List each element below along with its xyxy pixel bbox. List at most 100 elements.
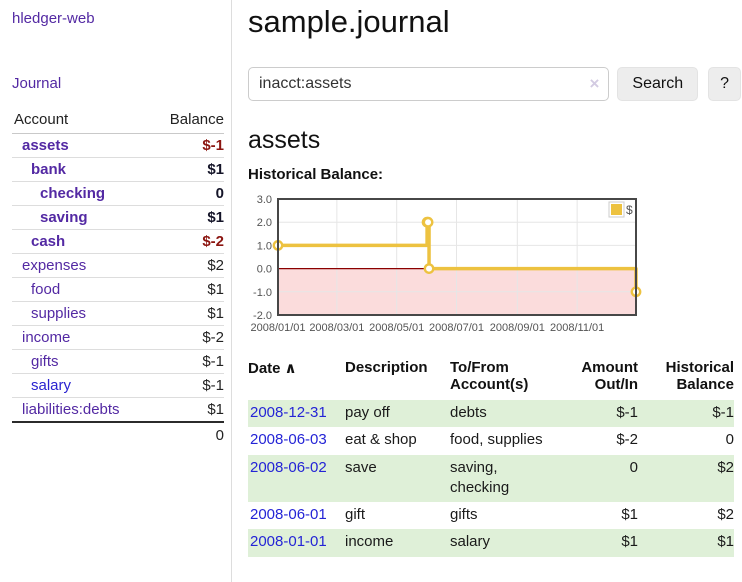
accounts-total: 0 (151, 421, 224, 448)
account-balance: $2 (151, 253, 224, 278)
x-tick-label: 2008/11/01 (550, 322, 604, 334)
register-row: 2008-06-01 gift gifts $1 $2 (248, 502, 734, 529)
description-cell: save (345, 458, 377, 476)
accounts-header-balance: Balance (151, 109, 224, 134)
description-cell: income (345, 533, 394, 551)
account-row: saving $1 (12, 205, 224, 230)
column-header-date[interactable]: Date ∧ (248, 357, 345, 400)
column-header-balance: Historical Balance (665, 359, 734, 393)
balance-cell: $2 (717, 458, 734, 476)
account-link[interactable]: income (22, 329, 71, 346)
accounts-table-body: assets $-1 bank $1 checking 0 saving $1 cash $-2 e… (12, 133, 224, 423)
transaction-date-link[interactable]: 2008-06-01 (250, 506, 327, 523)
sidebar: hledger-web Journal Account Balance asse… (0, 0, 232, 582)
account-balance: $-2 (151, 229, 224, 254)
column-header-amount: Amount Out/In (581, 359, 638, 393)
help-button[interactable]: ? (708, 67, 741, 101)
account-row: liabilities:debts $1 (12, 397, 224, 423)
balance-cell: $-1 (712, 404, 734, 421)
account-balance: $1 (151, 157, 224, 182)
main-content: sample.journal × Search ? assets Histori… (232, 0, 741, 582)
x-tick-label: 2008/09/01 (490, 322, 545, 334)
x-tick-label: 2008/01/01 (250, 322, 305, 334)
search-box: × (248, 67, 610, 101)
account-row: supplies $1 (12, 301, 224, 326)
description-cell: eat & shop (345, 431, 417, 449)
sidebar-item-journal[interactable]: Journal (12, 75, 62, 92)
account-row: bank $1 (12, 157, 224, 182)
y-tick-label: 1.0 (257, 240, 272, 252)
accounts-header-row: Account Balance (12, 109, 224, 134)
balance-cell: $2 (717, 506, 734, 523)
brand-link[interactable]: hledger-web (12, 10, 95, 27)
search-form: × Search ? (248, 67, 741, 101)
data-point-marker (422, 216, 434, 228)
register-header-row: Date ∧ Description To/From Account(s) Amo… (248, 357, 734, 400)
account-balance: $1 (151, 301, 224, 326)
register-row: 2008-06-03 eat & shop food, supplies $-2 0 (248, 427, 734, 454)
y-tick-label: 3.0 (257, 194, 272, 206)
accounts-cell: salary (450, 533, 491, 551)
account-link[interactable]: bank (31, 161, 67, 178)
y-tick-label: -2.0 (253, 310, 272, 322)
account-balance: $-2 (151, 325, 224, 350)
account-link[interactable]: assets (22, 137, 69, 154)
search-button[interactable]: Search (617, 67, 699, 101)
search-input[interactable] (248, 67, 610, 101)
account-row: income $-2 (12, 325, 224, 350)
y-tick-label: -1.0 (253, 287, 272, 299)
account-row: expenses $2 (12, 253, 224, 278)
transaction-date-link[interactable]: 2008-06-03 (250, 431, 327, 449)
description-cell: pay off (345, 404, 390, 421)
account-link[interactable]: liabilities:debts (22, 401, 120, 418)
balance-cell: 0 (725, 431, 734, 449)
account-link[interactable]: expenses (22, 257, 87, 274)
accounts-cell: food, supplies (450, 431, 543, 449)
amount-cell: 0 (629, 458, 638, 476)
account-balance: $1 (151, 277, 224, 302)
account-link[interactable]: saving (40, 209, 88, 226)
plot-border (277, 198, 637, 316)
account-row: cash $-2 (12, 229, 224, 254)
account-link[interactable]: cash (31, 233, 66, 250)
legend-label: $ (626, 203, 633, 217)
amount-cell: $-2 (616, 431, 638, 449)
column-header-description: Description (345, 359, 428, 376)
x-tick-label: 2008/07/01 (429, 322, 484, 334)
balance-cell: $1 (717, 533, 734, 551)
transaction-date-link[interactable]: 2008-01-01 (250, 533, 327, 551)
x-tick-label: 2008/05/01 (369, 322, 424, 334)
account-row: gifts $-1 (12, 349, 224, 374)
account-heading: assets (248, 126, 321, 154)
chart-title-label: Historical Balance: (248, 166, 384, 183)
transaction-date-link[interactable]: 2008-12-31 (250, 404, 327, 421)
page-title: sample.journal (248, 4, 450, 39)
amount-cell: $-1 (616, 404, 638, 421)
data-point-marker (423, 263, 435, 275)
account-link[interactable]: food (31, 281, 61, 298)
clear-search-icon[interactable]: × (589, 74, 600, 93)
account-row: checking 0 (12, 181, 224, 206)
date-sort-link[interactable]: Date (248, 360, 281, 377)
register-row: 2008-06-02 save saving, checking 0 $2 (248, 454, 734, 502)
register-table-body: 2008-12-31 pay off debts $-1 $-1 2008-06-03 ea… (248, 400, 734, 557)
account-link[interactable]: checking (40, 185, 106, 202)
account-link[interactable]: salary (31, 377, 72, 394)
register-table: Date ∧ Description To/From Account(s) Amo… (248, 357, 734, 557)
accounts-total-row: 0 (12, 421, 224, 448)
y-tick-label: 0.0 (257, 264, 272, 276)
accounts-cell: gifts (450, 506, 478, 523)
legend-swatch (611, 204, 622, 215)
transaction-date-link[interactable]: 2008-06-02 (250, 458, 327, 476)
accounts-cell: saving, checking (450, 458, 510, 496)
accounts-header-account: Account (12, 109, 152, 134)
x-tick-label: 2008/03/01 (309, 322, 364, 334)
account-row: salary $-1 (12, 373, 224, 398)
brand: hledger-web (12, 10, 224, 28)
account-link[interactable]: supplies (31, 305, 87, 322)
account-balance: $1 (151, 397, 224, 423)
account-link[interactable]: gifts (31, 353, 59, 370)
spacer (12, 421, 152, 448)
account-row: assets $-1 (12, 133, 224, 158)
account-balance: 0 (151, 181, 224, 206)
